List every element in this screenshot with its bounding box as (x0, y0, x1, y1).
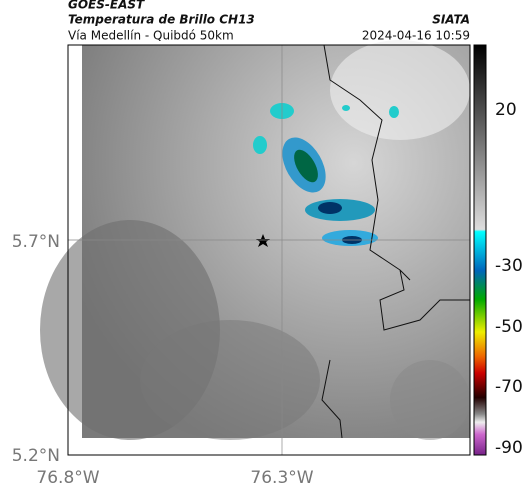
lat-label: 5.7°N (12, 232, 60, 252)
colorbar-label: -90 (495, 438, 523, 458)
subtitle: Vía Medellín - Quibdó 50km (68, 29, 234, 43)
satellite-image (40, 40, 470, 455)
colorbar-label: -70 (495, 377, 523, 397)
map-frame (67, 44, 471, 456)
satellite: GOES-EAST (68, 0, 145, 12)
colorbar-label: -30 (495, 256, 523, 276)
source: SIATA (432, 13, 470, 27)
title: Temperatura de Brillo CH13 (68, 13, 255, 27)
datetime: 2024-04-16 10:59 (362, 29, 470, 43)
lon-label: 76.8°W (36, 468, 99, 488)
colorbar (473, 44, 487, 456)
colorbar-label: -50 (495, 317, 523, 337)
lat-label: 5.2°N (12, 446, 60, 466)
colorbar-label: 20 (495, 100, 517, 120)
lon-label: 76.3°W (250, 468, 313, 488)
